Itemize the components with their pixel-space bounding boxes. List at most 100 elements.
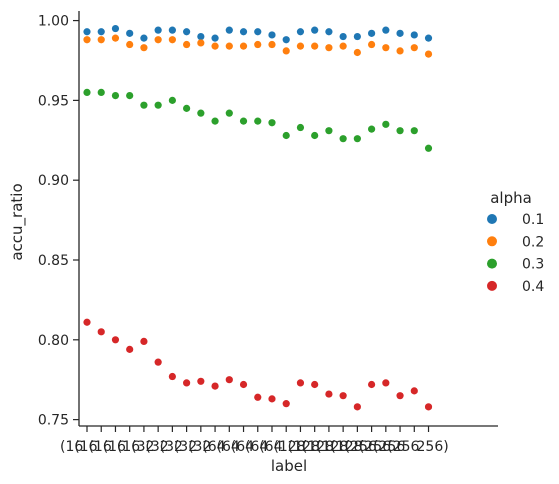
x-tick-label: (16 <box>117 439 140 455</box>
data-point <box>140 337 148 346</box>
x-axis: (16(16(16(16(16(32(32(32(32(32(64(64(64(… <box>60 425 498 455</box>
data-point <box>410 44 418 52</box>
legend-title: alpha <box>490 189 532 207</box>
data-point <box>225 376 233 384</box>
data-point <box>296 28 305 36</box>
legend-label: 0.1 <box>522 212 544 228</box>
data-point <box>282 47 290 55</box>
y-tick-label: 0.80 <box>38 333 69 349</box>
data-point <box>97 36 105 44</box>
data-point <box>254 40 262 49</box>
data-point <box>211 382 219 390</box>
data-point <box>268 119 276 127</box>
y-tick-label: 1.00 <box>38 14 69 30</box>
data-point <box>154 26 162 34</box>
data-point <box>168 372 176 381</box>
data-point <box>197 109 205 117</box>
legend-marker <box>487 280 497 291</box>
data-point <box>353 135 361 143</box>
data-point <box>126 91 134 100</box>
x-tick-label: 256) <box>417 439 449 455</box>
data-point <box>168 36 176 44</box>
data-point <box>183 40 191 49</box>
data-point <box>311 380 319 389</box>
x-tick-label: (128 <box>316 439 348 455</box>
data-point <box>197 377 205 385</box>
data-point <box>239 117 248 125</box>
x-tick-label: (64 <box>259 439 282 455</box>
data-point <box>183 379 191 387</box>
data-point <box>97 88 105 97</box>
data-point <box>225 26 233 34</box>
data-point <box>97 328 105 336</box>
legend-label: 0.3 <box>522 257 544 273</box>
y-tick-label: 0.95 <box>38 93 69 109</box>
data-point <box>396 29 404 37</box>
data-point <box>268 31 276 39</box>
data-point <box>268 395 276 403</box>
data-point <box>339 135 347 143</box>
data-point <box>325 44 333 52</box>
y-axis-title: accu_ratio <box>8 183 27 260</box>
series-0.3 <box>83 88 433 152</box>
data-point <box>111 336 120 344</box>
data-point <box>211 42 219 50</box>
x-tick-label: (256 <box>345 439 377 455</box>
x-tick-label: (128 <box>330 439 362 455</box>
data-point <box>282 131 290 140</box>
x-tick-label: (32 <box>145 439 168 455</box>
y-tick-label: 0.75 <box>38 413 69 429</box>
x-tick-label: (64 <box>231 439 254 455</box>
x-tick-label: (256 <box>387 439 419 455</box>
y-tick-label: 0.90 <box>38 173 69 189</box>
data-point <box>225 109 233 117</box>
x-tick-label: (32 <box>131 439 154 455</box>
data-point <box>83 318 91 326</box>
data-point <box>382 44 390 52</box>
x-tick-label: (64 <box>245 439 268 455</box>
data-point <box>168 26 176 34</box>
data-point <box>83 36 91 44</box>
legend-label: 0.2 <box>522 234 544 250</box>
data-point <box>353 48 361 57</box>
data-point <box>254 117 262 125</box>
data-point <box>83 28 91 36</box>
data-point <box>183 28 191 36</box>
data-point <box>83 88 91 97</box>
data-point <box>368 40 376 49</box>
data-point <box>183 104 191 112</box>
data-point <box>410 31 418 39</box>
data-point <box>396 47 404 55</box>
x-tick-label: (32 <box>160 439 183 455</box>
data-point <box>140 101 148 109</box>
data-point <box>254 393 262 401</box>
series-0.4 <box>83 318 433 411</box>
x-axis-title: label <box>271 457 307 475</box>
legend-marker <box>487 258 497 269</box>
x-tick-label: (16 <box>88 439 111 455</box>
data-point <box>126 40 134 49</box>
data-point <box>311 131 319 140</box>
data-point <box>368 29 376 37</box>
data-point <box>282 400 290 408</box>
data-point <box>111 24 120 33</box>
data-point <box>396 127 404 135</box>
data-point <box>225 42 233 50</box>
data-point <box>211 34 219 42</box>
data-point <box>424 34 433 42</box>
data-point <box>282 36 290 44</box>
data-point <box>368 380 376 389</box>
data-point <box>126 345 134 353</box>
x-tick-label: (16 <box>103 439 126 455</box>
x-tick-label: (256 <box>373 439 405 455</box>
y-tick-label: 0.85 <box>38 253 69 269</box>
legend-label: 0.4 <box>522 279 544 295</box>
data-point <box>239 380 248 389</box>
x-tick-label: (256 <box>359 439 391 455</box>
x-tick-label: (64 <box>202 439 225 455</box>
data-point <box>296 42 305 50</box>
data-point <box>353 32 361 41</box>
data-point <box>424 50 433 58</box>
data-point <box>382 26 390 34</box>
